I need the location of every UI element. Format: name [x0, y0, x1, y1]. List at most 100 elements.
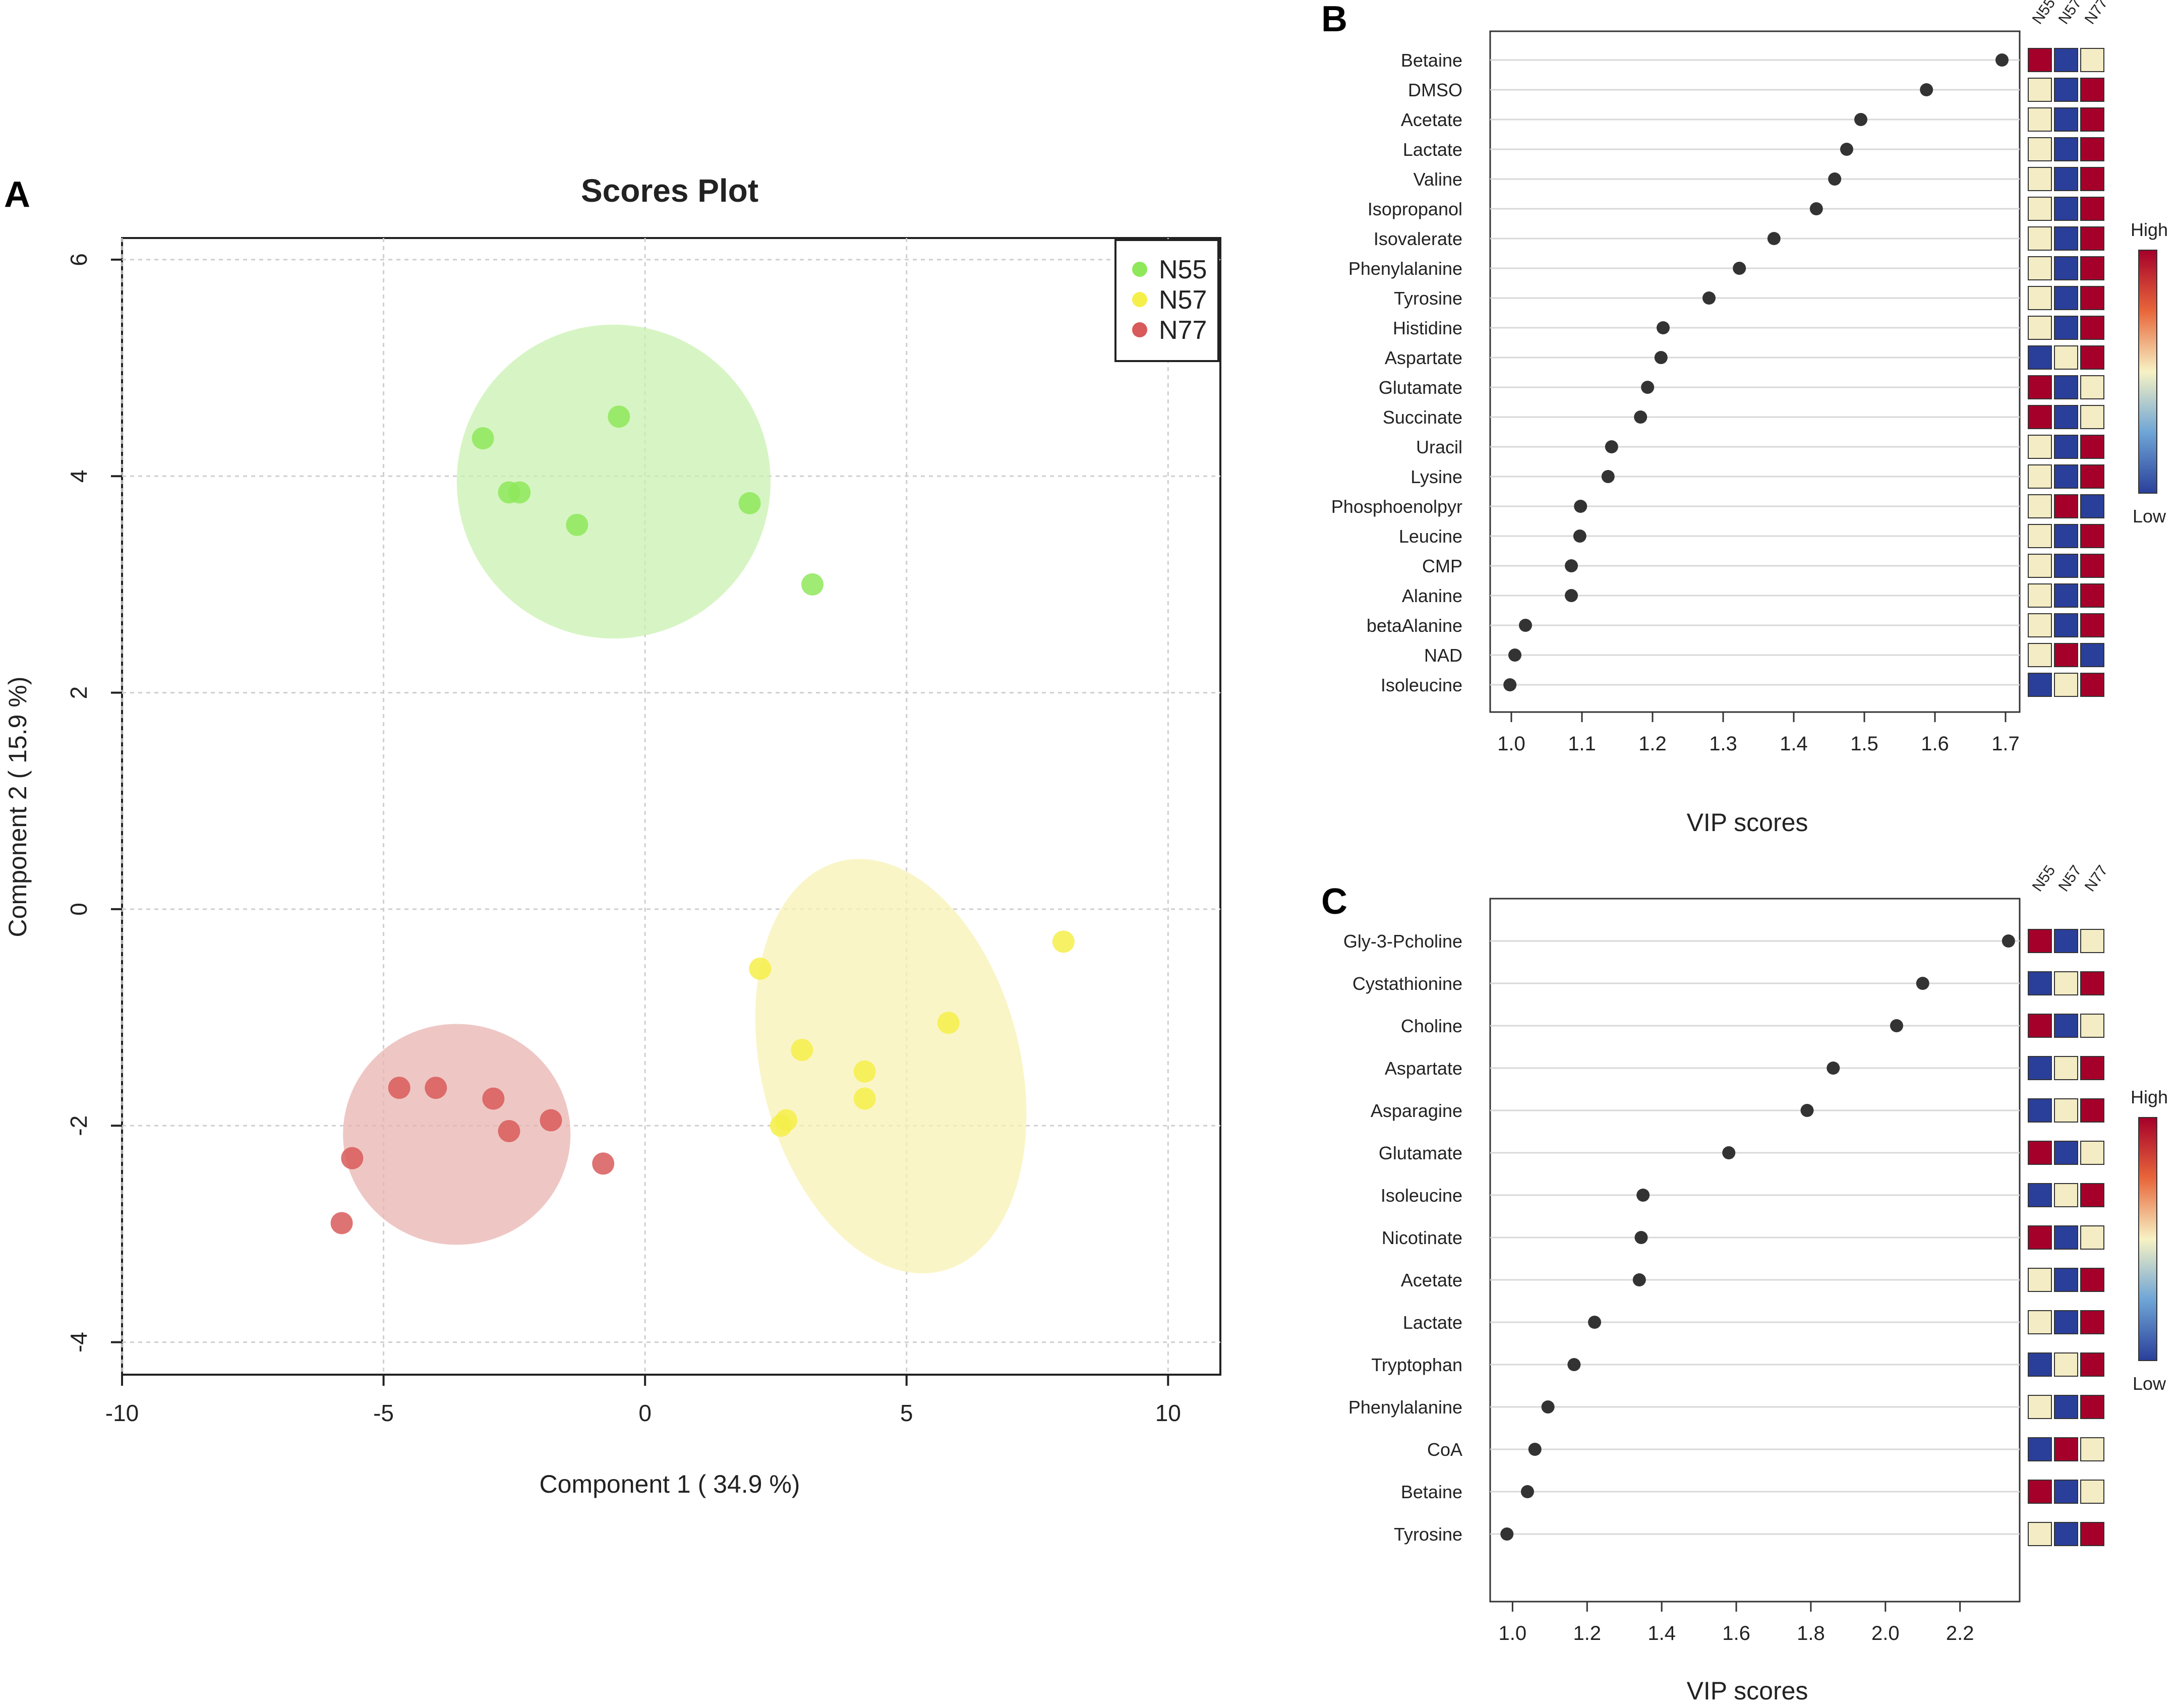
- heatmap-cell-b: [2080, 167, 2104, 191]
- heatmap-cell-b: [2080, 464, 2104, 489]
- heatmap-cell-b: [2028, 613, 2052, 637]
- vip-point-b: [1809, 202, 1823, 215]
- score-point-n55: [508, 481, 531, 504]
- x-tick-label-b: 1.3: [1709, 733, 1737, 755]
- heatmap-cell-c: [2080, 1183, 2104, 1207]
- vip-plot-c-colorbar: High Low: [2131, 1087, 2168, 1394]
- heatmap-cell-b: [2028, 554, 2052, 578]
- vip-point-b: [1702, 291, 1716, 305]
- metabolite-label-b: CMP: [1422, 556, 1462, 576]
- metabolite-label-c: Tryptophan: [1371, 1354, 1462, 1375]
- heatmap-cell-b: [2080, 554, 2104, 578]
- y-tick-label: 4: [66, 469, 92, 483]
- colorbar-c-high-label: High: [2131, 1087, 2168, 1107]
- colorbar-b: [2138, 250, 2157, 494]
- heatmap-cell-c: [2080, 1056, 2104, 1080]
- heatmap-cell-b: [2080, 494, 2104, 518]
- panel-label-b: B: [1321, 0, 1347, 39]
- heatmap-cell-c: [2054, 929, 2078, 953]
- heatmap-cell-c: [2080, 929, 2104, 953]
- metabolite-label-c: Lactate: [1403, 1312, 1462, 1333]
- heatmap-cell-c: [2028, 1225, 2052, 1250]
- heatmap-cell-c: [2080, 1225, 2104, 1250]
- heatmap-cell-b: [2028, 167, 2052, 191]
- heatmap-cell-b: [2028, 524, 2052, 548]
- x-tick-label: 10: [1155, 1400, 1181, 1426]
- heatmap-cell-b: [2028, 345, 2052, 370]
- vip-point-c: [1722, 1146, 1736, 1159]
- score-point-n77: [341, 1147, 364, 1169]
- vip-plot-c: Gly-3-Pcholine Cystathionine Choline Aspart…: [1343, 862, 2168, 1705]
- heatmap-cell-c: [2028, 1056, 2052, 1080]
- vip-point-b: [1995, 53, 2009, 67]
- vip-point-b: [1828, 172, 1842, 186]
- metabolite-label-b: Aspartate: [1385, 347, 1462, 368]
- metabolite-label-c: Choline: [1401, 1016, 1462, 1036]
- x-tick-label-c: 1.8: [1797, 1622, 1825, 1644]
- heatmap-cell-b: [2054, 583, 2078, 608]
- score-point-n77: [330, 1212, 353, 1234]
- heatmap-cell-b: [2028, 435, 2052, 459]
- metabolite-label-b: DMSO: [1408, 80, 1462, 100]
- score-point-n55: [566, 513, 589, 536]
- heatmap-cell-c: [2028, 929, 2052, 953]
- heatmap-cell-b: [2054, 197, 2078, 221]
- heatmap-cell-c: [2054, 1480, 2078, 1504]
- heatmap-cell-b: [2080, 405, 2104, 429]
- metabolite-label-c: Asparagine: [1371, 1100, 1462, 1121]
- heatmap-column-label-c: N55: [2029, 862, 2059, 895]
- heatmap-column-label-b: N57: [2055, 0, 2085, 27]
- heatmap-column-label-b: N55: [2029, 0, 2059, 27]
- heatmap-cell-b: [2054, 78, 2078, 102]
- colorbar-b-low-label: Low: [2133, 506, 2166, 526]
- metabolite-label-c: Glutamate: [1379, 1143, 1462, 1163]
- heatmap-cell-b: [2080, 107, 2104, 132]
- legend-label-n57: N57: [1159, 285, 1207, 315]
- heatmap-cell-b: [2028, 137, 2052, 161]
- scores-plot-grid: [121, 238, 1220, 1375]
- colorbar-c: [2138, 1117, 2157, 1361]
- heatmap-cell-b: [2028, 256, 2052, 280]
- confidence-ellipse-n77: [343, 1024, 571, 1245]
- heatmap-cell-c: [2054, 1056, 2078, 1080]
- heatmap-cell-c: [2054, 1014, 2078, 1038]
- score-point-n77: [498, 1120, 520, 1142]
- heatmap-cell-c: [2028, 1014, 2052, 1038]
- scores-plot-x-axis: -10 -5 0 5 10: [105, 1375, 1181, 1426]
- heatmap-cell-b: [2028, 494, 2052, 518]
- vip-plot-c-x-label: VIP scores: [1687, 1677, 1808, 1705]
- y-tick-label: 0: [66, 903, 92, 916]
- x-tick-label: 0: [638, 1400, 652, 1426]
- heatmap-cell-c: [2080, 1352, 2104, 1377]
- vip-point-c: [1528, 1443, 1542, 1456]
- colorbar-b-high-label: High: [2131, 219, 2168, 240]
- heatmap-cell-b: [2080, 435, 2104, 459]
- heatmap-cell-c: [2028, 1352, 2052, 1377]
- legend-label-n55: N55: [1159, 255, 1207, 284]
- heatmap-cell-c: [2080, 971, 2104, 995]
- vip-plot-b-x-axis: 1.0 1.1 1.2 1.3 1.4 1.5 1.6 1.7: [1497, 711, 2020, 755]
- colorbar-c-low-label: Low: [2133, 1373, 2166, 1394]
- scores-plot-y-label: Component 2 ( 15.9 %): [4, 677, 32, 937]
- metabolite-label-c: Aspartate: [1385, 1058, 1462, 1079]
- vip-plot-b-x-label: VIP scores: [1687, 808, 1808, 837]
- vip-point-b: [1920, 83, 1933, 96]
- heatmap-cell-b: [2080, 197, 2104, 221]
- legend-marker-n55: [1132, 262, 1147, 277]
- heatmap-cell-b: [2028, 673, 2052, 697]
- heatmap-cell-b: [2054, 524, 2078, 548]
- heatmap-cell-b: [2028, 583, 2052, 608]
- vip-point-b: [1565, 589, 1578, 602]
- heatmap-cell-c: [2054, 971, 2078, 995]
- vip-point-b: [1508, 649, 1521, 662]
- scores-plot: Scores Plot -10 -5 0 5 10 -4 -2 0 2 4 6 Component…: [4, 172, 1221, 1498]
- heatmap-cell-b: [2054, 226, 2078, 251]
- score-point-n77: [592, 1152, 615, 1175]
- heatmap-cell-b: [2080, 78, 2104, 102]
- vip-point-b: [1574, 500, 1587, 513]
- metabolite-label-b: Glutamate: [1379, 377, 1462, 398]
- heatmap-cell-b: [2054, 167, 2078, 191]
- heatmap-column-label-c: N57: [2055, 862, 2085, 895]
- score-point-n57: [853, 1060, 876, 1083]
